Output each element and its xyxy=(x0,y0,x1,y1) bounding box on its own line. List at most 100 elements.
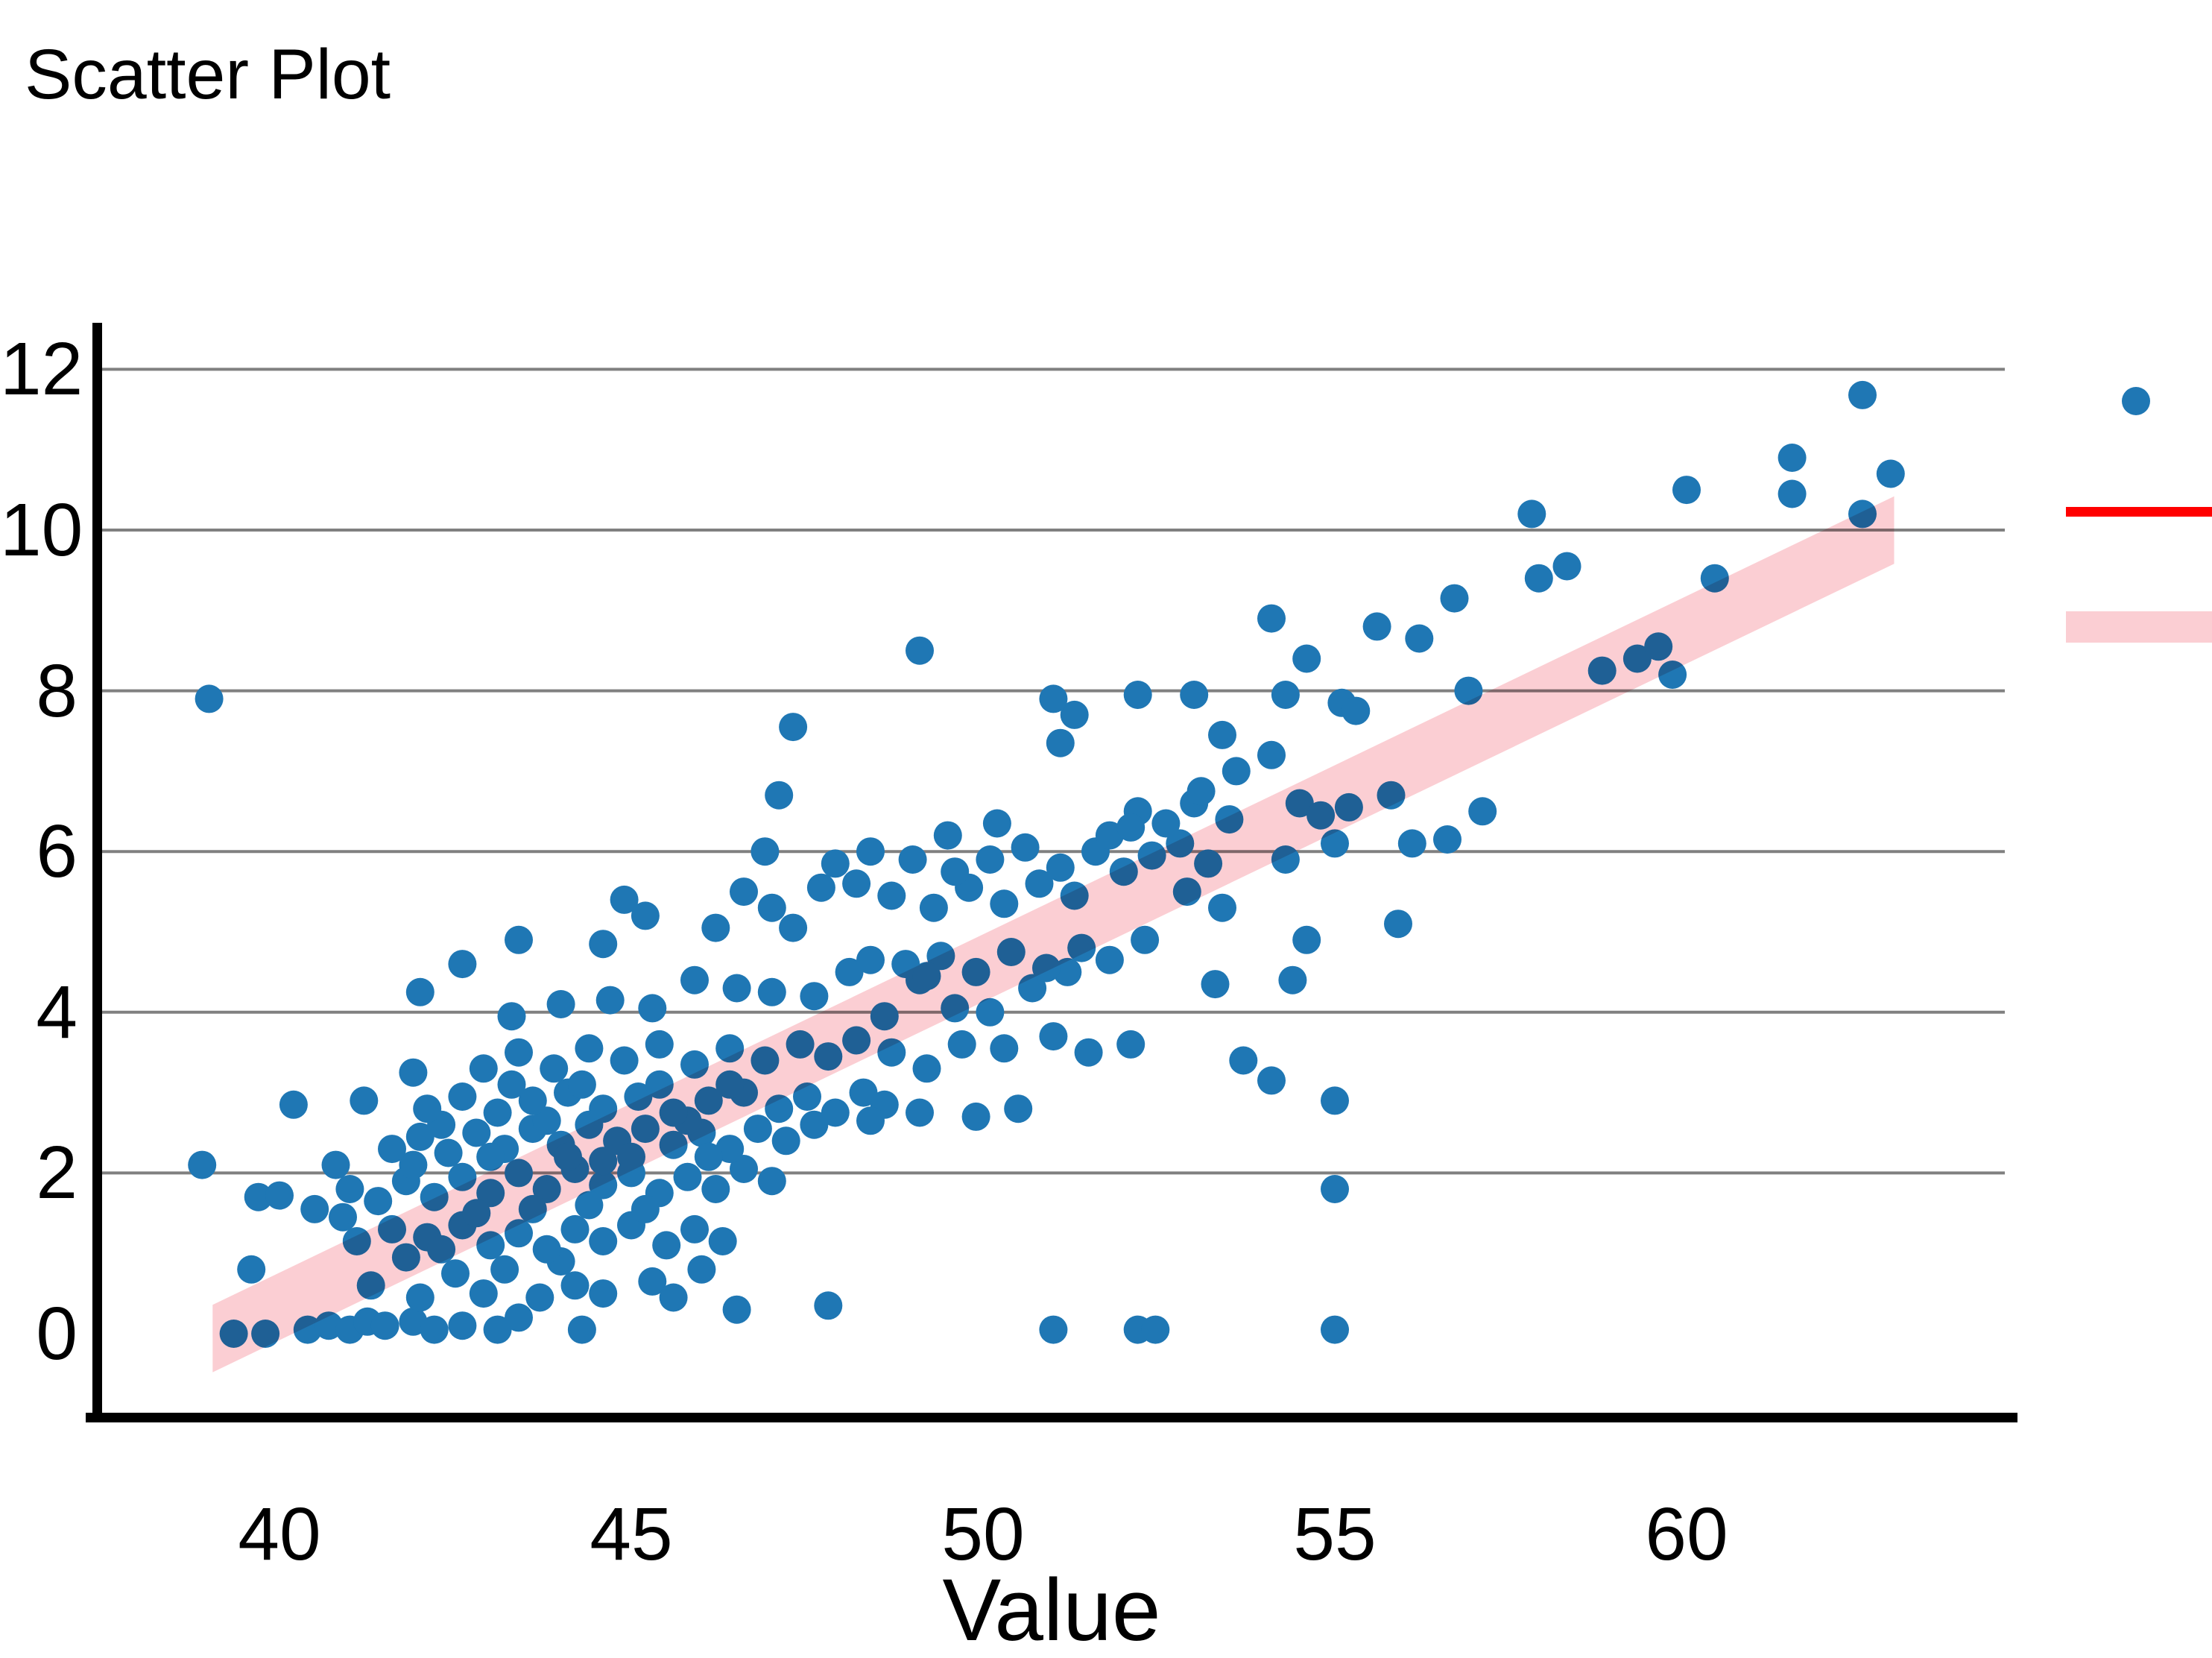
scatter-point xyxy=(771,1126,800,1156)
scatter-point xyxy=(595,986,625,1015)
scatter-point xyxy=(947,1030,976,1059)
x-tick-label: 55 xyxy=(1293,1492,1377,1576)
scatter-point xyxy=(405,1283,434,1312)
scatter-point xyxy=(990,1034,1019,1063)
scatter-point xyxy=(1053,957,1082,986)
x-tick-label: 45 xyxy=(590,1492,673,1576)
scatter-point xyxy=(329,1202,357,1232)
scatter-point xyxy=(814,1291,843,1320)
scatter-point xyxy=(976,997,1005,1027)
scatter-point xyxy=(906,1098,934,1127)
scatter-point xyxy=(877,881,906,910)
scatter-point xyxy=(1405,624,1434,653)
scatter-point xyxy=(757,1167,786,1196)
scatter-point xyxy=(1116,813,1146,842)
x-tick-label: 60 xyxy=(1645,1492,1728,1576)
scatter-point xyxy=(350,1086,379,1115)
scatter-point xyxy=(694,1142,723,1171)
scatter-point xyxy=(505,1303,533,1332)
scatter-point xyxy=(1039,1315,1068,1344)
scatter-point xyxy=(821,849,850,878)
scatter-point xyxy=(933,821,962,850)
scatter-point xyxy=(730,1155,758,1183)
scatter-point xyxy=(567,1315,596,1344)
scatter-point xyxy=(976,845,1005,874)
scatter-point xyxy=(898,845,927,874)
scatter-point xyxy=(1011,833,1040,862)
scatter-point xyxy=(589,1227,618,1255)
scatter-point xyxy=(1257,1066,1286,1095)
scatter-point xyxy=(540,1054,569,1083)
scatter-point xyxy=(335,1175,364,1203)
scatter-point xyxy=(1046,853,1075,882)
scatter-point xyxy=(645,1030,674,1059)
scatter-point xyxy=(961,1102,990,1131)
gridlines xyxy=(102,368,2005,1175)
scatter-point xyxy=(321,1150,350,1179)
scatter-point xyxy=(1321,829,1349,858)
legend-trend-line-marker xyxy=(2066,507,2212,517)
scatter-point xyxy=(364,1187,393,1216)
scatter-point xyxy=(483,1315,512,1344)
scatter-point xyxy=(1777,444,1807,472)
scatter-point xyxy=(941,857,970,886)
scatter-point xyxy=(448,950,477,979)
scatter-point xyxy=(399,1058,428,1087)
scatter-point xyxy=(188,1150,217,1179)
scatter-point xyxy=(708,1227,737,1255)
scatter-point xyxy=(1397,829,1426,858)
scatter-point xyxy=(638,994,667,1023)
x-tick-label: 50 xyxy=(941,1492,1025,1576)
scatter-point xyxy=(1876,459,1905,488)
scatter-point xyxy=(990,889,1019,918)
scatter-point xyxy=(405,1122,434,1151)
scatter-point xyxy=(420,1315,449,1344)
scatter-point xyxy=(722,1295,751,1324)
scatter-point xyxy=(441,1259,470,1288)
scatter-point xyxy=(610,1046,639,1075)
scatter-point xyxy=(631,901,660,930)
scatter-point xyxy=(469,1054,498,1083)
scatter-point xyxy=(1186,777,1216,806)
scatter-point xyxy=(743,1115,772,1144)
x-tick-label: 40 xyxy=(238,1492,321,1576)
scatter-point xyxy=(1060,700,1089,729)
scatter-point xyxy=(610,885,639,914)
scatter-point xyxy=(1046,728,1075,757)
y-axis-line xyxy=(92,323,102,1422)
scatter-point xyxy=(1025,869,1054,898)
scatter-point xyxy=(1201,970,1230,999)
y-tick-label: 6 xyxy=(36,810,78,894)
scatter-point xyxy=(1672,476,1701,505)
scatter-point xyxy=(476,1142,505,1171)
scatter-point xyxy=(856,1106,885,1135)
scatter-point xyxy=(1362,612,1391,641)
scatter-point xyxy=(750,837,780,866)
scatter-point xyxy=(631,1194,660,1223)
scatter-point xyxy=(1517,499,1546,529)
scatter-point xyxy=(906,636,934,665)
scatter-point xyxy=(490,1255,519,1284)
scatter-point xyxy=(1440,584,1469,613)
scatter-point xyxy=(448,1311,477,1340)
scatter-point xyxy=(757,893,786,922)
scatter-point xyxy=(673,1162,702,1191)
scatter-point xyxy=(1123,681,1152,709)
scatter-point xyxy=(1524,564,1553,593)
scatter-point xyxy=(680,1214,709,1244)
scatter-point xyxy=(919,893,948,922)
scatter-point xyxy=(912,1054,941,1083)
legend xyxy=(2066,387,2212,643)
scatter-point xyxy=(497,1070,526,1099)
y-tick-label: 8 xyxy=(36,649,78,733)
scatter-point xyxy=(856,837,885,866)
scatter-point xyxy=(1342,696,1371,725)
scatter-point xyxy=(546,990,575,1018)
scatter-point xyxy=(469,1279,498,1308)
scatter-point xyxy=(462,1118,491,1147)
scatter-point xyxy=(1131,925,1160,954)
scatter-point xyxy=(567,1070,596,1099)
y-tick-label: 12 xyxy=(0,327,83,412)
scatter-point xyxy=(1039,1022,1068,1051)
scatter-point xyxy=(687,1255,716,1284)
